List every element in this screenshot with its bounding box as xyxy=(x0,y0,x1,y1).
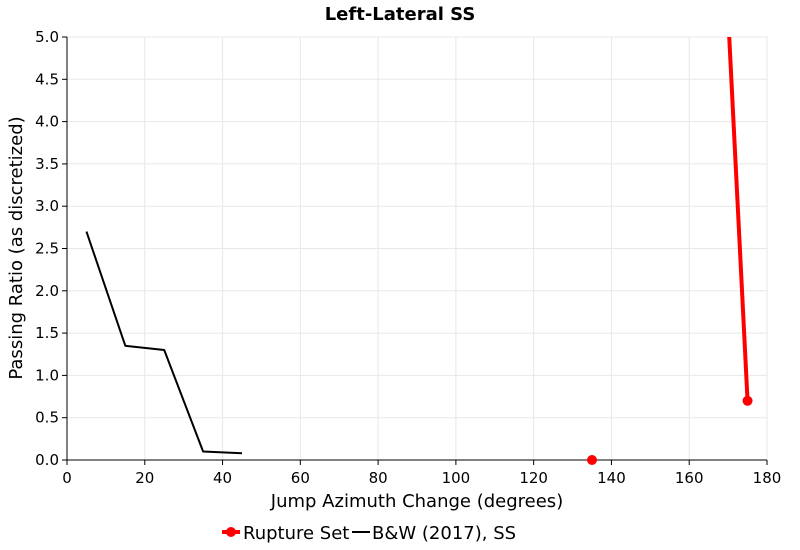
data-point xyxy=(587,455,597,465)
y-tick-label: 0.5 xyxy=(35,409,59,427)
legend-marker-rupture-set xyxy=(226,527,236,537)
x-tick-label: 60 xyxy=(291,469,310,487)
y-tick-label: 2.5 xyxy=(35,240,59,258)
axes: 0 20 40 60 80 100 120 140 160 180 0.0 0.5 1.0 1.5 2.0 2… xyxy=(35,28,781,487)
x-tick-label: 20 xyxy=(135,469,154,487)
y-tick-label: 3.5 xyxy=(35,155,59,173)
x-tick-label: 40 xyxy=(213,469,232,487)
y-tick-label: 3.0 xyxy=(35,197,59,215)
y-tick-label: 2.0 xyxy=(35,282,59,300)
x-tick-label: 80 xyxy=(369,469,388,487)
y-axis-label: Passing Ratio (as discretized) xyxy=(6,116,27,379)
y-tick-label: 5.0 xyxy=(35,28,59,46)
series-layer xyxy=(85,37,750,455)
x-tick-label: 140 xyxy=(597,469,626,487)
x-tick-label: 0 xyxy=(62,469,72,487)
x-tick-label: 180 xyxy=(753,469,782,487)
legend-label-rupture-set: Rupture Set xyxy=(243,523,349,544)
y-tick-label: 0.0 xyxy=(35,451,59,469)
marker-layer xyxy=(587,395,753,465)
x-tick-label: 100 xyxy=(442,469,471,487)
x-tick-label: 160 xyxy=(675,469,704,487)
y-tick-label: 4.0 xyxy=(35,113,59,131)
series-line-0 xyxy=(85,231,243,455)
x-axis-label: Jump Azimuth Change (degrees) xyxy=(270,491,563,512)
data-point xyxy=(742,395,753,406)
y-tick-label: 4.5 xyxy=(35,70,59,88)
series-line-2 xyxy=(727,37,750,401)
y-tick-label: 1.0 xyxy=(35,366,59,384)
legend-label-bw-2017-ss: B&W (2017), SS xyxy=(372,523,516,544)
legend: Rupture Set B&W (2017), SS xyxy=(222,523,516,544)
y-tick-label: 1.5 xyxy=(35,324,59,342)
chart-title: Left-Lateral SS xyxy=(325,4,476,25)
x-tick-label: 120 xyxy=(519,469,548,487)
